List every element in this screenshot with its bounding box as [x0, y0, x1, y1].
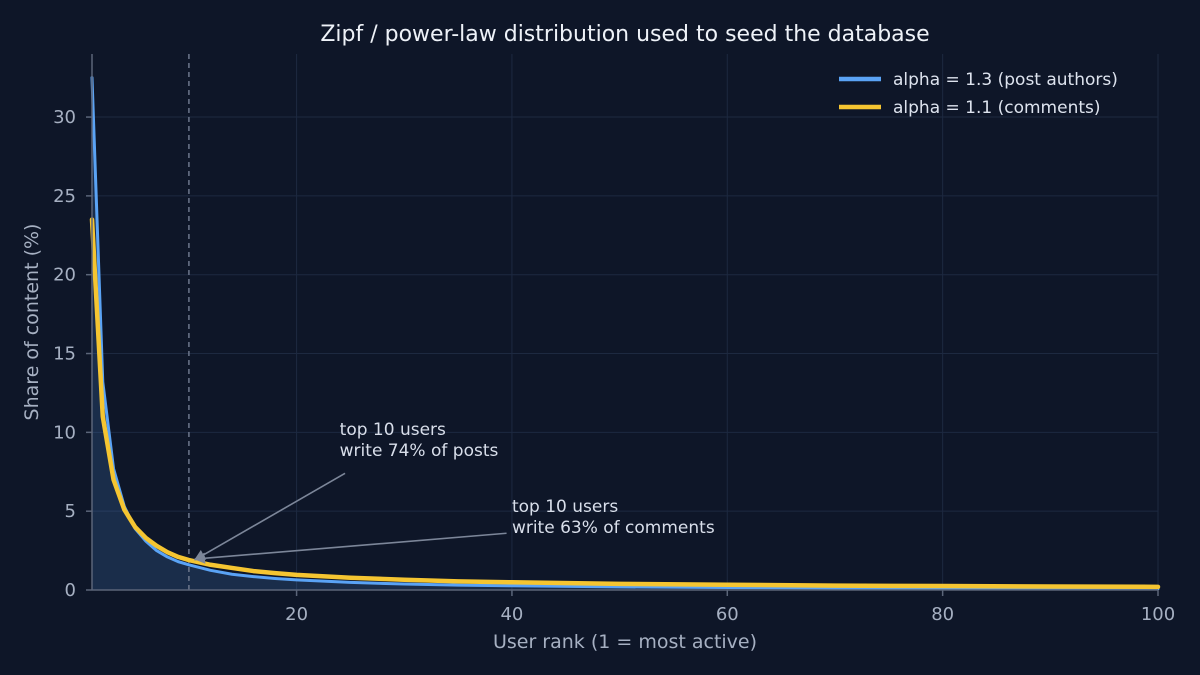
series-layer [89, 76, 1161, 591]
x-tick-label: 20 [285, 604, 308, 625]
y-tick-label: 0 [65, 580, 76, 601]
grid [92, 54, 1159, 591]
series-line [89, 217, 1161, 590]
y-tick-label: 30 [53, 107, 76, 128]
chart-title: Zipf / power-law distribution used to se… [320, 22, 929, 47]
x-tick-label: 40 [500, 604, 523, 625]
y-tick-label: 15 [53, 344, 76, 365]
annotation-text: write 63% of comments [512, 518, 715, 538]
legend-label: alpha = 1.3 (post authors) [893, 70, 1118, 90]
y-tick-label: 20 [53, 265, 76, 286]
annotation-arrow [193, 532, 507, 564]
annotation-arrow [193, 472, 346, 561]
y-tick-label: 5 [65, 501, 76, 522]
axes [86, 54, 1159, 596]
y-tick-label: 25 [53, 186, 76, 207]
annotation-text: write 74% of posts [340, 441, 499, 461]
x-tick-label: 100 [1141, 604, 1175, 625]
tick-labels: 20 40 60 80 100 0 5 10 15 20 25 30 [53, 107, 1175, 625]
legend-label: alpha = 1.1 (comments) [893, 98, 1101, 118]
x-axis-label: User rank (1 = most active) [493, 631, 757, 653]
y-tick-label: 10 [53, 422, 76, 443]
x-tick-label: 60 [716, 604, 739, 625]
annotation-text: top 10 users [340, 420, 446, 440]
x-tick-label: 80 [931, 604, 954, 625]
y-axis-label: Share of content (%) [21, 224, 43, 421]
annotation-text: top 10 users [512, 497, 618, 517]
legend: alpha = 1.3 (post authors) alpha = 1.1 (c… [839, 70, 1118, 118]
